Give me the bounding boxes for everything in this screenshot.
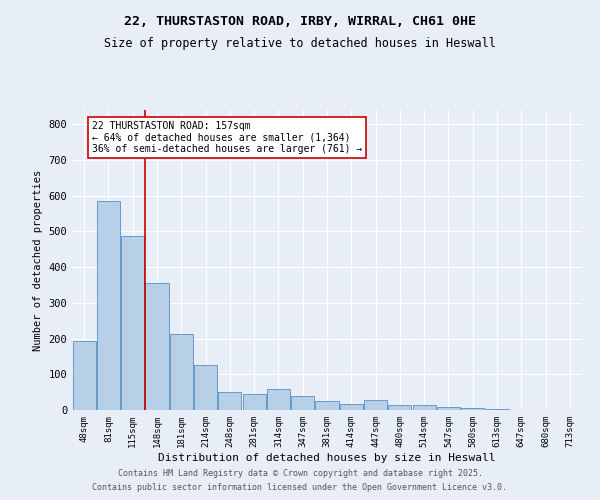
Text: Contains public sector information licensed under the Open Government Licence v3: Contains public sector information licen… [92, 484, 508, 492]
Bar [364, 400, 387, 410]
Bar [73, 341, 95, 410]
Bar [388, 404, 412, 410]
Bar [291, 396, 314, 410]
Bar [121, 236, 144, 410]
Text: Contains HM Land Registry data © Crown copyright and database right 2025.: Contains HM Land Registry data © Crown c… [118, 468, 482, 477]
Bar [316, 401, 338, 410]
Bar [242, 394, 266, 410]
Bar [97, 201, 120, 410]
Bar [145, 283, 169, 410]
Text: 22 THURSTASTON ROAD: 157sqm
← 64% of detached houses are smaller (1,364)
36% of : 22 THURSTASTON ROAD: 157sqm ← 64% of det… [92, 120, 362, 154]
Bar [461, 408, 484, 410]
Bar [485, 409, 509, 410]
Bar [340, 404, 363, 410]
Text: Size of property relative to detached houses in Heswall: Size of property relative to detached ho… [104, 38, 496, 51]
Text: 22, THURSTASTON ROAD, IRBY, WIRRAL, CH61 0HE: 22, THURSTASTON ROAD, IRBY, WIRRAL, CH61… [124, 15, 476, 28]
Bar [267, 388, 290, 410]
Bar [218, 392, 241, 410]
X-axis label: Distribution of detached houses by size in Heswall: Distribution of detached houses by size … [158, 452, 496, 462]
Bar [194, 364, 217, 410]
Y-axis label: Number of detached properties: Number of detached properties [33, 170, 43, 350]
Bar [437, 407, 460, 410]
Bar [170, 334, 193, 410]
Bar [413, 404, 436, 410]
